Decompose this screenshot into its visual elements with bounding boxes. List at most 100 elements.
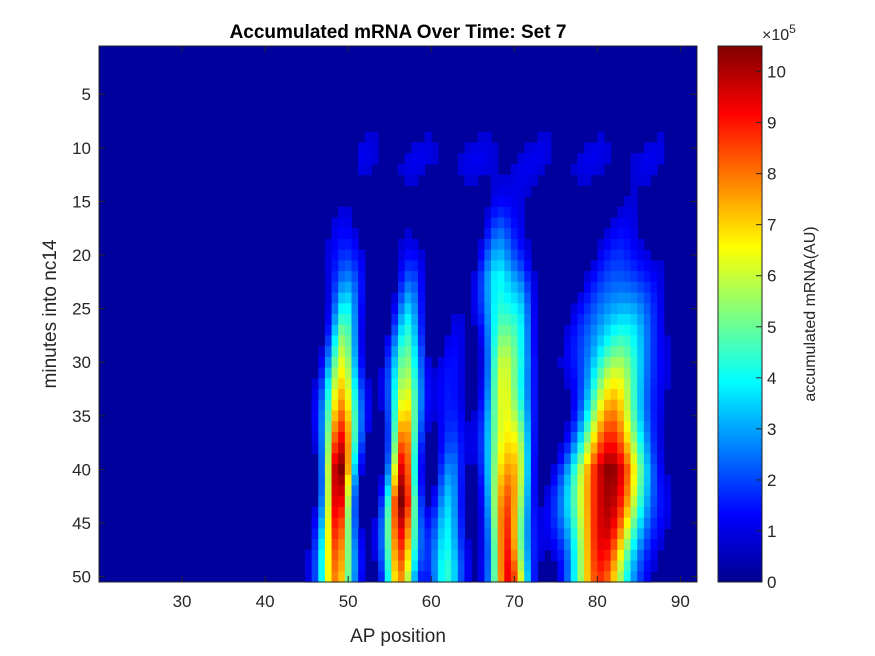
heatmap-cell	[444, 378, 452, 390]
heatmap-cell	[491, 378, 499, 390]
heatmap-cell	[584, 539, 592, 551]
heatmap-cell	[424, 571, 432, 583]
heatmap-cell	[491, 174, 499, 186]
heatmap-cell	[444, 485, 452, 497]
heatmap-cell	[318, 560, 326, 572]
heatmap-cell	[510, 399, 519, 412]
heatmap-cell	[404, 314, 412, 326]
heatmap-cell	[457, 324, 466, 337]
heatmap-cell	[650, 474, 658, 487]
heatmap-cell	[510, 464, 519, 476]
heatmap-cell	[464, 571, 472, 583]
heatmap-cell	[597, 431, 605, 444]
heatmap-cell	[657, 528, 665, 540]
heatmap-cell	[391, 517, 399, 529]
heatmap-cell	[351, 517, 359, 529]
heatmap-cell	[577, 571, 585, 583]
heatmap-cell	[603, 346, 612, 358]
heatmap-cell	[504, 453, 512, 465]
heatmap-cell	[623, 506, 632, 519]
heatmap-cell	[411, 163, 419, 176]
heatmap-cell	[504, 485, 512, 497]
heatmap-cell	[544, 131, 552, 144]
heatmap-cell	[637, 571, 645, 583]
heatmap-cell	[431, 528, 439, 540]
heatmap-cell	[617, 346, 625, 358]
heatmap-cell	[524, 389, 532, 401]
heatmap-cell	[504, 271, 512, 283]
heatmap-cell	[391, 496, 399, 508]
heatmap-cell	[411, 174, 419, 186]
heatmap-cell	[364, 378, 373, 390]
heatmap-cell	[524, 174, 532, 186]
heatmap-cell	[491, 206, 499, 219]
heatmap-cell	[424, 378, 432, 390]
heatmap-cell	[451, 324, 459, 337]
heatmap-cell	[550, 496, 559, 508]
heatmap-cell	[564, 485, 572, 497]
heatmap-cell	[617, 217, 625, 229]
heatmap-cell	[471, 271, 479, 283]
heatmap-cell	[590, 153, 598, 165]
heatmap-cell	[318, 528, 326, 540]
heatmap-cell	[617, 399, 625, 412]
heatmap-cell	[331, 335, 339, 347]
heatmap-cell	[610, 281, 618, 294]
heatmap-cell	[398, 281, 406, 294]
heatmap-cell	[477, 346, 485, 358]
heatmap-cell	[411, 249, 419, 261]
colorbar-tick-label: 4	[767, 369, 776, 388]
heatmap-cell	[650, 421, 658, 433]
heatmap-cell	[650, 506, 658, 519]
heatmap-cell	[510, 367, 519, 379]
heatmap-cell	[417, 249, 426, 261]
y-tick-label: 35	[72, 407, 91, 426]
heatmap-cell	[384, 453, 392, 465]
heatmap-cell	[597, 453, 605, 465]
heatmap-cell	[398, 453, 406, 465]
heatmap-cell	[411, 142, 419, 154]
heatmap-cell	[610, 453, 618, 465]
heatmap-cell	[364, 410, 373, 422]
heatmap-cell	[650, 517, 658, 529]
heatmap-cell	[484, 474, 492, 487]
heatmap-cell	[411, 324, 419, 337]
heatmap-cell	[464, 453, 472, 465]
heatmap-cell	[398, 474, 406, 487]
heatmap-cell	[657, 410, 665, 422]
heatmap-cell	[477, 442, 485, 454]
heatmap-cell	[491, 421, 499, 433]
heatmap-cell	[657, 303, 665, 315]
heatmap-cell	[344, 271, 353, 283]
heatmap-cell	[437, 356, 446, 369]
heatmap-cell	[444, 442, 452, 454]
heatmap-cell	[477, 571, 485, 583]
heatmap-cell	[444, 410, 452, 422]
heatmap-cell	[318, 474, 326, 487]
heatmap-cell	[471, 292, 479, 304]
heatmap-cell	[610, 378, 618, 390]
heatmap-cell	[344, 399, 353, 412]
heatmap-cell	[324, 238, 333, 251]
heatmap-cell	[384, 367, 392, 379]
heatmap-cell	[590, 314, 598, 326]
heatmap-cell	[484, 506, 492, 519]
heatmap-cell	[597, 238, 605, 251]
heatmap-cell	[630, 389, 638, 401]
heatmap-cell	[517, 528, 525, 540]
heatmap-cell	[491, 324, 499, 337]
heatmap-cell	[597, 303, 605, 315]
heatmap-cell	[404, 410, 412, 422]
heatmap-cell	[411, 153, 419, 165]
heatmap-cell	[318, 442, 326, 454]
heatmap-cell	[590, 517, 598, 529]
heatmap-cell	[311, 517, 319, 529]
heatmap-cell	[570, 378, 578, 390]
heatmap-cell	[424, 389, 432, 401]
heatmap-cell	[437, 410, 446, 422]
heatmap-cell	[530, 174, 539, 186]
heatmap-cell	[510, 217, 519, 229]
heatmap-cell	[411, 528, 419, 540]
heatmap-cell	[524, 506, 532, 519]
heatmap-cell	[630, 292, 638, 304]
